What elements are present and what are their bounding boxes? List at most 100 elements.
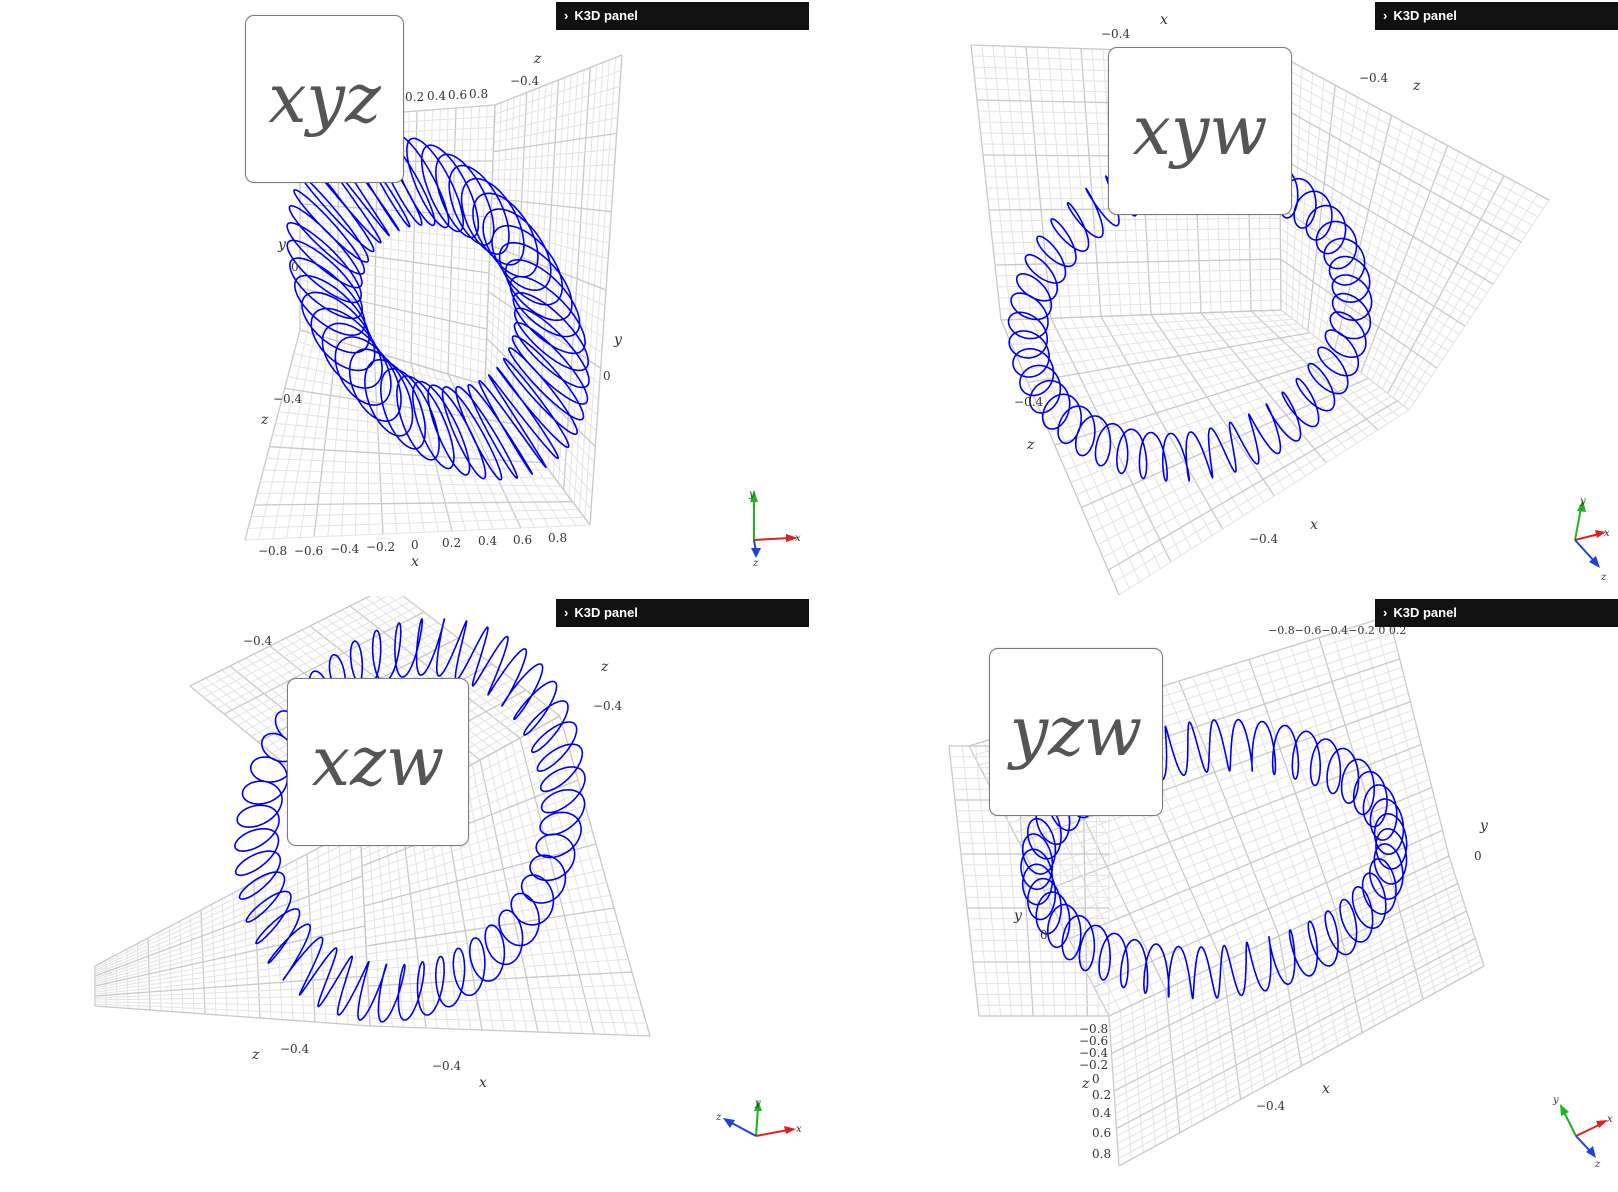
grid-line [1279,95,1527,235]
top-tick-label: 0.6 [448,88,467,102]
grid-line [257,492,567,495]
grid-line [362,805,586,883]
z-tick-label: 0.2 [1092,1088,1111,1102]
grid-line [1339,121,1404,356]
grid-line [1027,332,1311,384]
grid-line [994,258,1281,266]
grid-line [254,501,573,506]
grid-line [493,101,619,134]
grid-line [196,596,389,693]
grid-line [1323,103,1370,344]
grid-line [469,106,480,381]
grid-line [244,524,591,541]
grid-line [494,85,621,125]
grid-line [94,1001,370,1007]
k3d-panel-toggle[interactable]: › K3D panel [1375,599,1618,627]
z-tick-label: −0.6 [1079,1034,1108,1048]
plot-viewport-xyw[interactable]: −0.4 x −0.4 z −0.4 z −0.4 x y x z xyw › K… [809,0,1618,596]
plot-viewport-xzw[interactable]: −0.4 z −0.4 z −0.4 −0.4 x y z x xzw › K3D… [0,596,809,1192]
top-tick-labels: 0.2 0.4 0.6 0.8 [405,87,488,104]
grid-line [94,995,369,1001]
torus-curve [1020,718,1408,1000]
plot-label-box: xzw [287,678,469,846]
grid-line [1033,726,1418,872]
grid-line [990,217,1281,222]
grid-line [486,328,597,432]
plot-label-box: yzw [989,648,1163,816]
grid-line [1403,193,1539,407]
grid-line [998,289,1281,299]
grid-line [1081,377,1369,509]
grid-line [1312,91,1347,336]
z-axis-label: z [251,1047,260,1063]
grid-line [94,955,367,993]
grid-line [365,907,615,947]
plot-viewport-yzw[interactable]: −0.8−0.6−0.4−0.2 0 0.2 y 0 y 0 −0.8 −0.6… [809,596,1618,1192]
grid-line [1280,289,1421,394]
grid-line [230,616,432,721]
scene-yzw[interactable]: −0.8−0.6−0.4−0.2 0 0.2 y 0 y 0 −0.8 −0.6… [809,596,1618,1192]
grid-line [94,945,367,991]
grid-line [543,724,629,1036]
plot-label-text: xyw [1132,91,1268,171]
grid-line [1280,278,1427,386]
k3d-panel-toggle[interactable]: › K3D panel [556,599,809,627]
grid-line [1011,318,1293,346]
z-tick-label: 0.4 [1092,1106,1111,1120]
k3d-panel-toggle[interactable]: › K3D panel [556,2,809,30]
grid-line [1111,882,1459,1055]
grid-line [1088,821,1441,978]
grid-line [1033,336,1317,396]
grid-line [1387,175,1505,394]
grid-line [1280,248,1443,361]
grid-line [1048,752,1424,901]
grid-line [368,997,640,1003]
grid-line [1114,916,1469,1099]
grid-line [463,768,517,1032]
grid-line [1091,48,1112,317]
grid-line [1112,894,1462,1069]
grid-line [1280,299,1415,402]
torus-curve [286,131,590,481]
grid-line [248,516,585,529]
top-tick-label: 0.2 [405,90,424,104]
grid-line [365,881,607,931]
y-tick-label: 0 [291,260,299,274]
grid-line [1003,46,1032,319]
grid-line [1381,169,1494,390]
grid-line [551,720,640,1036]
grid-line [1118,965,1485,1167]
x-tick-label: −0.2 [366,540,395,554]
scene-xyz[interactable]: −0.8 −0.6 −0.4 −0.2 0 0.2 0.4 0.6 0.8 x … [0,0,809,596]
y-tick-label: 0 [603,369,611,383]
grid-line [1278,54,1550,201]
grid-line [403,111,410,361]
grid-line [94,845,362,971]
x-axis-label: x [1160,12,1168,28]
z-tick-label: 0.6 [1092,1126,1111,1140]
grid-line [1279,166,1488,293]
grid-line [961,745,991,1017]
grid-line [1291,67,1302,319]
grid-line [1116,943,1478,1137]
y-axis-label: y [1479,818,1489,834]
triad-y-label: y [748,489,755,500]
z-tick-label: −0.4 [593,699,623,713]
plot-label-text: yzw [1009,692,1143,772]
k3d-panel-toggle[interactable]: › K3D panel [1375,2,1618,30]
axis-triad: y z x [715,1098,802,1137]
grid-line [389,596,553,721]
grid-line [383,812,405,1028]
grid-line [559,715,651,1037]
x-tick-label: −0.4 [1101,27,1131,41]
grid-line [493,117,618,143]
x-tick-label: 0.4 [478,534,497,548]
plot-viewport-xyz[interactable]: −0.8 −0.6 −0.4 −0.2 0 0.2 0.4 0.6 0.8 x … [0,0,809,596]
grid-line [1078,804,1437,959]
triad-x-label: x [795,533,801,544]
grid-line [299,253,489,285]
grid-line [1376,163,1482,386]
grid-line [487,319,598,416]
grid-line [970,44,1002,321]
grid-line [362,792,582,875]
